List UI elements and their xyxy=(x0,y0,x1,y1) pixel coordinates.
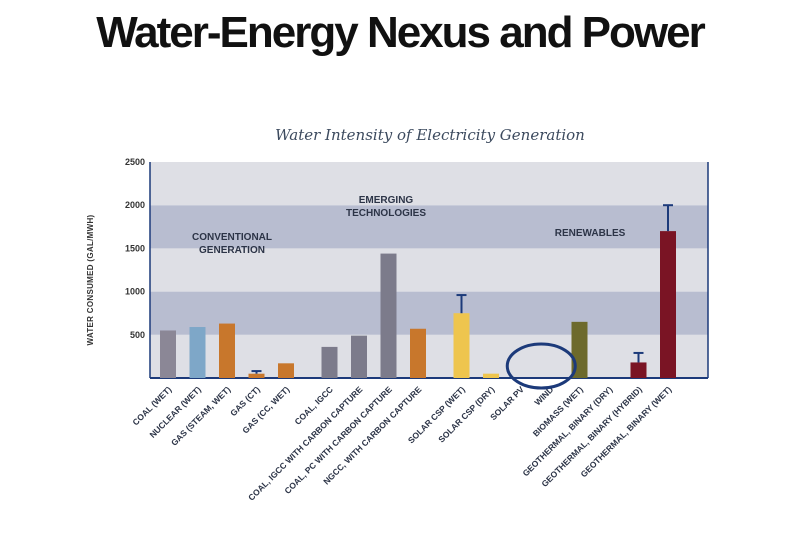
group-label-emerging: EMERGING xyxy=(359,195,414,206)
y-tick-500: 500 xyxy=(130,330,145,340)
band-500 xyxy=(150,291,708,335)
group-label-technologies: TECHNOLOGIES xyxy=(346,208,426,219)
slide-title: Water-Energy Nexus and Power xyxy=(96,8,705,57)
bar-solar-csp-wet xyxy=(453,313,470,378)
bar-gas-ct xyxy=(248,373,265,378)
bar-coal-pc-with-carbon-capture xyxy=(380,253,397,378)
band-2000 xyxy=(150,162,708,206)
group-labels: CONVENTIONAL GENERATION EMERGING TECHNOLOGI… xyxy=(192,195,626,256)
x-label-gas-steam-wet: GAS (STEAM, WET) xyxy=(169,384,233,448)
error-bars xyxy=(251,204,673,374)
x-label-coal-pc-with-carbon-capture: COAL, PC WITH CARBON CAPTURE xyxy=(282,384,394,496)
y-tick-2500: 2500 xyxy=(125,157,145,167)
band-1000 xyxy=(150,248,708,292)
x-category-labels: COAL (WET)NUCLEAR (WET)GAS (STEAM, WET)G… xyxy=(130,384,673,502)
y-tick-1000: 1000 xyxy=(125,287,145,297)
wind-highlight-ellipse xyxy=(505,342,577,390)
axes xyxy=(149,162,709,379)
y-axis-label: WATER CONSUMED (GAL/MWH) xyxy=(86,214,95,345)
chart-title: Water Intensity of Electricity Generatio… xyxy=(275,126,585,144)
x-label-nuclear-wet: NUCLEAR (WET) xyxy=(147,384,203,440)
bar-gas-steam-wet xyxy=(219,323,235,378)
background-bands xyxy=(150,162,708,378)
bar-geothermal-binary-hybrid xyxy=(630,362,647,378)
band-1500 xyxy=(150,205,708,249)
bar-gas-cc-wet xyxy=(278,363,294,378)
x-label-biomass-wet: BIOMASS (WET) xyxy=(531,384,585,438)
bar-coal-igcc xyxy=(321,346,338,378)
bar-coal-igcc-with-carbon-capture xyxy=(351,335,367,378)
x-label-coal-igcc-with-carbon-capture: COAL, IGCC WITH CARBON CAPTURE xyxy=(246,384,364,502)
band-0 xyxy=(150,334,708,378)
y-tick-1500: 1500 xyxy=(125,243,145,253)
group-label-renewables: RENEWABLES xyxy=(555,228,626,239)
bar-geothermal-binary-wet xyxy=(660,231,676,378)
bar-coal-wet xyxy=(160,330,176,378)
bar-nuclear-wet xyxy=(189,327,206,378)
bar-solar-csp-dry xyxy=(483,373,499,378)
group-label-generation: GENERATION xyxy=(199,245,265,256)
group-label-conventional: CONVENTIONAL xyxy=(192,232,272,243)
y-tick-labels: 500 1000 1500 2000 2500 xyxy=(125,157,145,340)
y-tick-2000: 2000 xyxy=(125,200,145,210)
bar-ngcc-with-carbon-capture xyxy=(410,328,426,378)
